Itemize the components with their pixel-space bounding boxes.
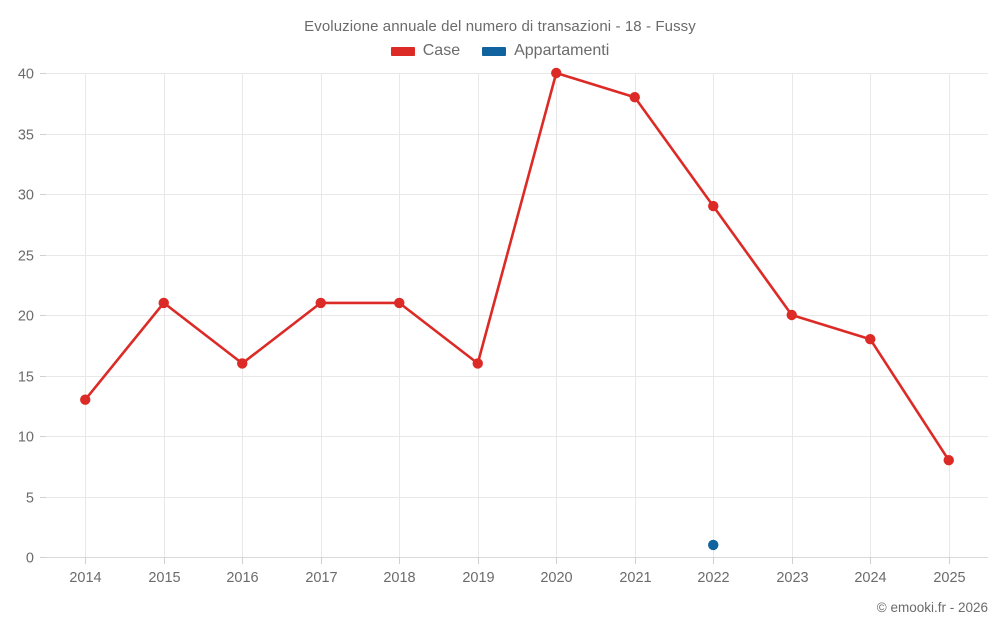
data-point-case-2015[interactable] bbox=[158, 297, 169, 309]
x-axis-tick-label: 2022 bbox=[697, 570, 729, 586]
data-point-case-2025[interactable] bbox=[943, 455, 954, 466]
chart-title: Evoluzione annuale del numero di transaz… bbox=[304, 18, 696, 35]
y-axis-tick-label: 30 bbox=[18, 188, 34, 204]
x-axis-tick-label: 2023 bbox=[776, 570, 808, 586]
y-axis-tick-label: 35 bbox=[18, 128, 34, 144]
copyright-credit: © emooki.fr - 2026 bbox=[876, 600, 988, 615]
legend-label-case: Case bbox=[422, 42, 461, 59]
legend-item-case[interactable]: Case bbox=[390, 42, 461, 59]
x-axis-tick-label: 2015 bbox=[148, 570, 180, 586]
x-axis-tick-label: 2024 bbox=[854, 570, 886, 586]
data-point-case-2014[interactable] bbox=[80, 394, 91, 405]
chart-legend: Case Appartamenti bbox=[0, 43, 1000, 59]
y-axis-tick-label: 40 bbox=[18, 67, 34, 83]
y-axis-tick-label: 20 bbox=[18, 309, 34, 325]
legend-swatch-appartamenti bbox=[482, 46, 507, 56]
data-point-case-2021[interactable] bbox=[629, 92, 640, 103]
legend-swatch-case bbox=[390, 46, 415, 56]
data-point-case-2020[interactable] bbox=[551, 67, 562, 79]
y-axis-tick-label: 10 bbox=[18, 430, 34, 446]
data-point-case-2017[interactable] bbox=[315, 297, 326, 309]
y-axis-tick-label: 0 bbox=[26, 551, 34, 567]
x-axis-tick-label: 2016 bbox=[226, 570, 258, 586]
data-point-case-2024[interactable] bbox=[865, 334, 876, 345]
series-line-case bbox=[83, 71, 951, 462]
x-axis-tick-label: 2018 bbox=[383, 570, 415, 586]
data-point-appartamenti-2022[interactable] bbox=[708, 539, 719, 551]
data-point-case-2016[interactable] bbox=[237, 358, 248, 369]
x-axis-tick-label: 2025 bbox=[933, 570, 965, 586]
x-axis-tick-label: 2017 bbox=[305, 570, 337, 586]
x-axis-tick-label: 2021 bbox=[619, 570, 651, 586]
legend-item-appartamenti[interactable]: Appartamenti bbox=[482, 43, 609, 59]
data-point-case-2018[interactable] bbox=[394, 297, 405, 309]
y-axis-tick-label: 5 bbox=[26, 491, 34, 507]
x-axis-tick-label: 2014 bbox=[69, 570, 101, 586]
x-axis-tick-label: 2020 bbox=[540, 570, 572, 586]
x-axis-tick-label: 2019 bbox=[462, 570, 494, 586]
data-point-case-2019[interactable] bbox=[472, 358, 483, 369]
data-point-case-2022[interactable] bbox=[708, 200, 719, 212]
y-axis-tick-label: 25 bbox=[18, 249, 34, 265]
y-axis-tick-label: 15 bbox=[18, 370, 34, 386]
data-point-case-2023[interactable] bbox=[786, 309, 797, 321]
legend-label-appartamenti: Appartamenti bbox=[514, 42, 610, 59]
